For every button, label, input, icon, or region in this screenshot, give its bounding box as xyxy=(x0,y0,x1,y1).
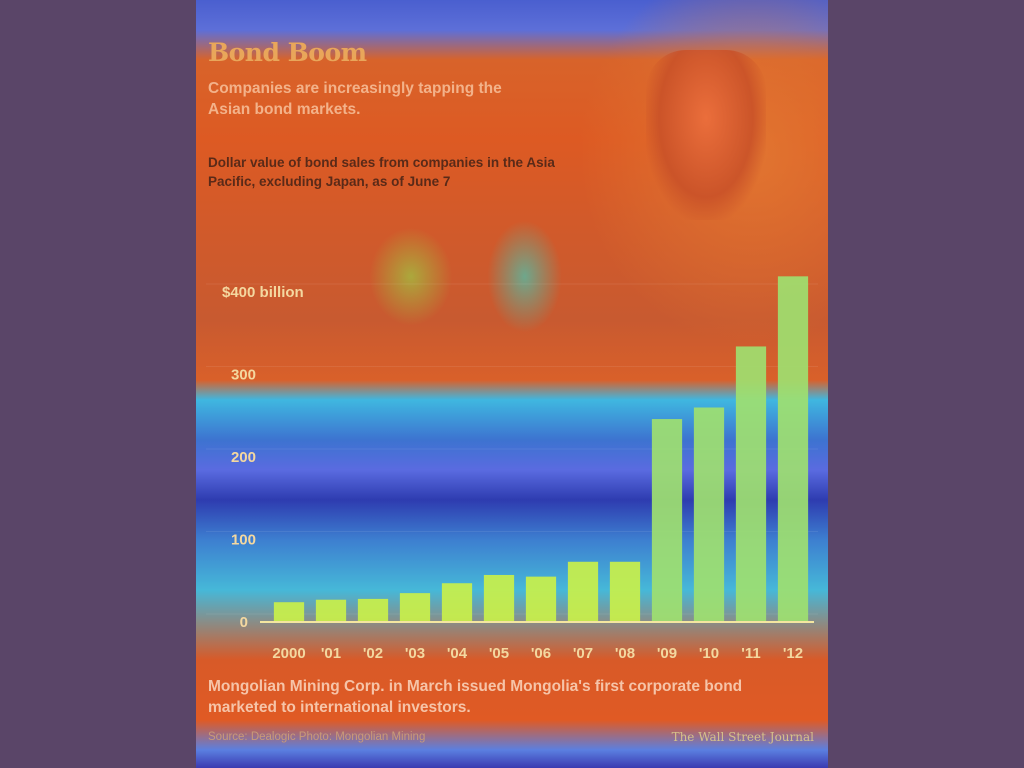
bar-2000 xyxy=(273,602,305,622)
photo-people xyxy=(646,50,766,220)
bar-02 xyxy=(357,598,389,622)
y-tick-label: 100 xyxy=(231,532,256,549)
y-tick-label: 200 xyxy=(231,449,256,466)
photo-caption: Mongolian Mining Corp. in March issued M… xyxy=(208,678,743,716)
bar-03 xyxy=(399,593,431,622)
bar-08 xyxy=(609,561,641,622)
y-tick-label: 0 xyxy=(240,614,248,631)
y-tick-label: 300 xyxy=(231,367,256,384)
x-tick-label: '12 xyxy=(783,645,803,662)
infographic: Bond Boom Companies are increasingly tap… xyxy=(196,0,828,768)
bar-07 xyxy=(567,561,599,622)
x-tick-label: '01 xyxy=(321,645,341,662)
chart-subtitle: Companies are increasingly tapping the A… xyxy=(208,80,502,118)
bar-11 xyxy=(735,346,767,622)
chart-note: Dollar value of bond sales from companie… xyxy=(208,155,555,189)
bar-12 xyxy=(777,276,809,622)
source-note: Source: Dealogic Photo: Mongolian Mining xyxy=(208,731,426,743)
bar-01 xyxy=(315,599,347,622)
x-tick-label: '10 xyxy=(699,645,719,662)
x-tick-label: '06 xyxy=(531,645,551,662)
x-tick-label: 2000 xyxy=(272,645,305,662)
x-tick-label: '08 xyxy=(615,645,635,662)
x-tick-label: '11 xyxy=(741,645,760,662)
bar-06 xyxy=(525,576,557,622)
x-tick-label: '07 xyxy=(573,645,593,662)
y-tick-label: $400 billion xyxy=(222,284,304,301)
x-tick-label: '03 xyxy=(405,645,425,662)
bar-05 xyxy=(483,574,515,622)
bar-09 xyxy=(651,419,683,622)
bar-10 xyxy=(693,407,725,622)
bar-chart: 0 100 200 300 $400 billion 2000 '01 '02 '03 '04 '0… xyxy=(206,276,818,662)
publisher-credit: The Wall Street Journal xyxy=(671,730,814,744)
x-tick-label: '05 xyxy=(489,645,509,662)
chart-title: Bond Boom xyxy=(208,38,367,67)
x-tick-label: '04 xyxy=(447,645,468,662)
x-tick-label: '02 xyxy=(363,645,383,662)
bar-04 xyxy=(441,583,473,622)
x-tick-label: '09 xyxy=(657,645,677,662)
